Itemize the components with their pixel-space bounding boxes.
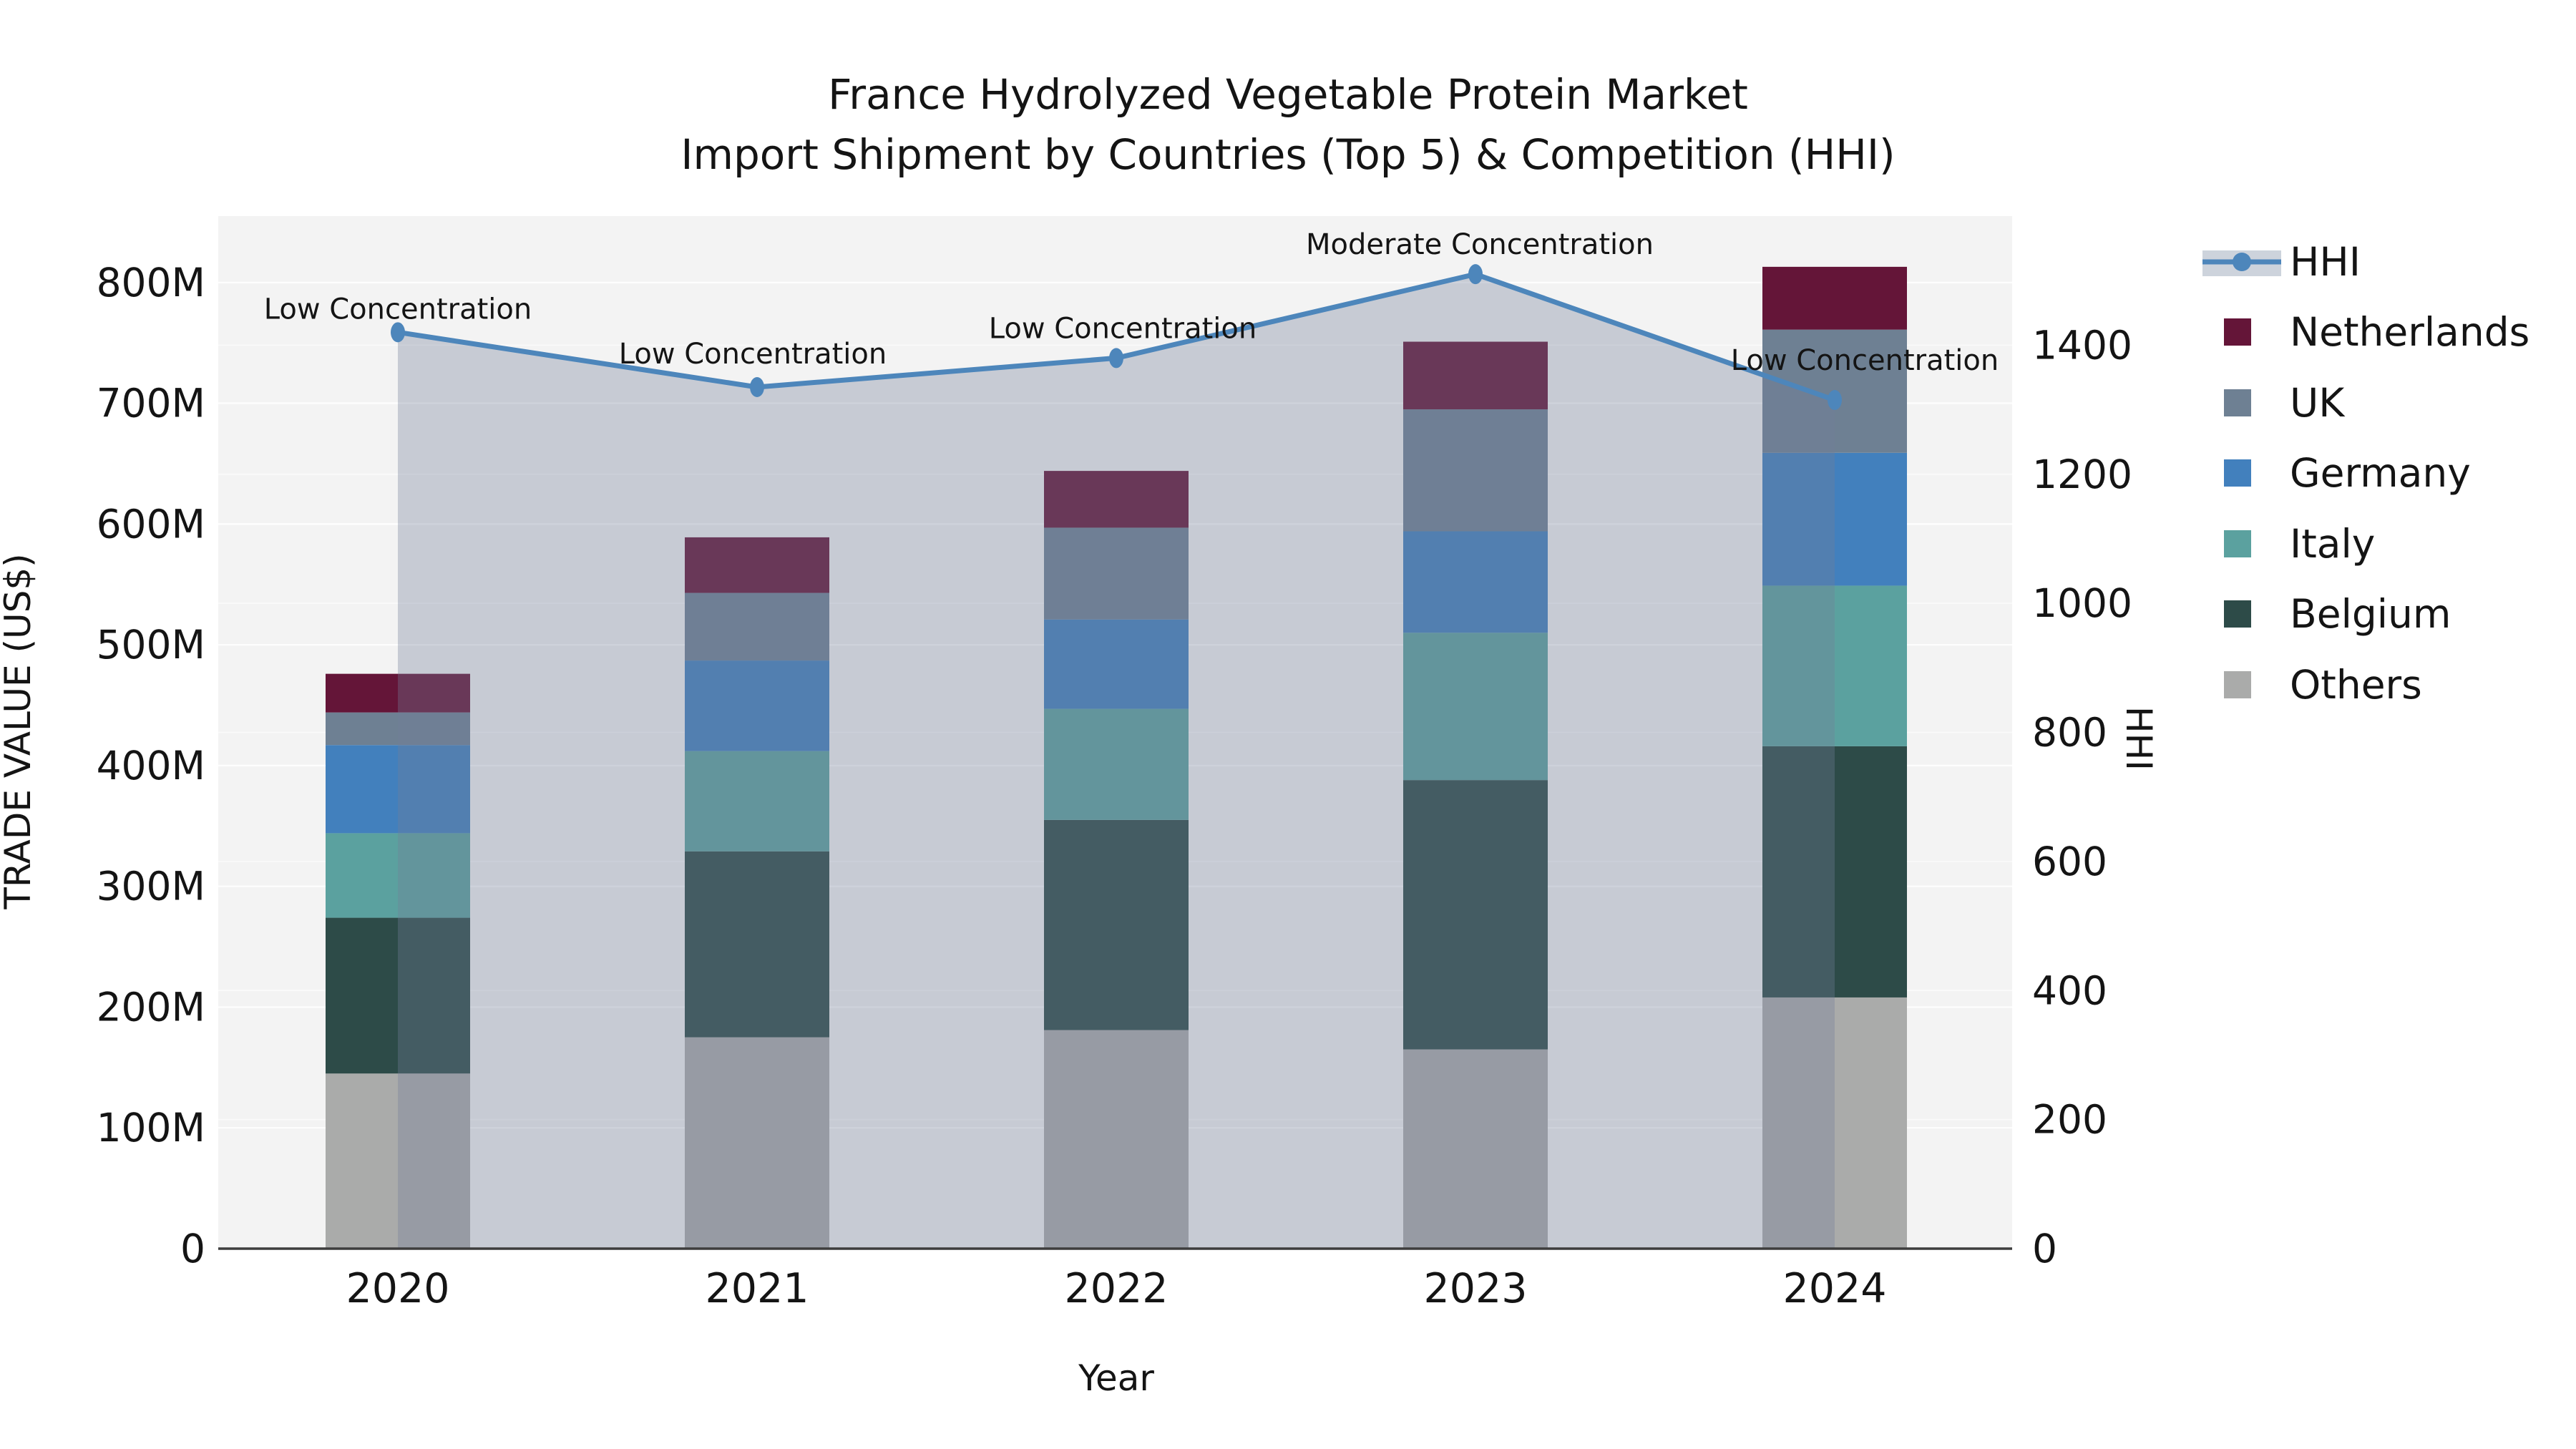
hhi-marker-2022 [1109, 348, 1123, 369]
legend-label-uk: UK [2290, 380, 2346, 426]
bar-segment-netherlands-2020 [326, 673, 470, 713]
bar-segment-italy-2020 [326, 833, 470, 918]
hhi-marker-2020 [391, 322, 405, 343]
right-axis-title: HHI [2118, 706, 2160, 771]
left-tick-400M: 400M [97, 743, 205, 789]
legend-label-others: Others [2290, 662, 2422, 708]
belgium-swatch [2224, 600, 2251, 628]
hhi-marker-2024 [1828, 390, 1842, 411]
italy-swatch [2224, 530, 2251, 557]
legend-item-hhi: HHI [2202, 239, 2361, 285]
x-tick-2020: 2020 [346, 1265, 449, 1312]
annotation-2024: Low Concentration [1731, 344, 1999, 377]
bar-segment-belgium-2024 [1762, 746, 1907, 997]
chart-title-line1: France Hydrolyzed Vegetable Protein Mark… [828, 70, 1748, 119]
left-tick-0: 0 [180, 1226, 205, 1272]
hhi-line-layer [391, 264, 1842, 411]
annotation-2020: Low Concentration [264, 293, 532, 326]
right-tick-600: 600 [2032, 839, 2107, 884]
left-axis-title: TRADE VALUE (US$) [0, 553, 39, 909]
left-tick-200M: 200M [97, 984, 205, 1030]
bar-segment-belgium-2022 [1044, 819, 1189, 1030]
bar-segment-italy-2021 [685, 751, 829, 852]
bar-segment-germany-2020 [326, 745, 470, 834]
right-tick-1200: 1200 [2032, 452, 2132, 497]
x-tick-2022: 2022 [1064, 1265, 1168, 1312]
left-tick-600M: 600M [97, 501, 205, 547]
bar-segment-others-2023 [1403, 1049, 1548, 1249]
left-tick-500M: 500M [97, 622, 205, 668]
bar-segment-germany-2022 [1044, 619, 1189, 709]
bar-segment-netherlands-2021 [685, 537, 829, 593]
x-tick-2023: 2023 [1423, 1265, 1527, 1312]
annotations-layer: Low Concentration Low Concentration Low Co… [264, 228, 1999, 377]
annotation-2023: Moderate Concentration [1306, 228, 1654, 261]
bar-segment-others-2022 [1044, 1030, 1189, 1249]
legend-item-belgium: Belgium [2224, 591, 2451, 637]
x-tick-2021: 2021 [705, 1265, 809, 1312]
legend-label-germany: Germany [2290, 450, 2471, 496]
bar-segment-uk-2022 [1044, 527, 1189, 620]
hhi-area-layer [398, 274, 1835, 1249]
legend-item-germany: Germany [2224, 450, 2471, 496]
bar-segment-uk-2020 [326, 712, 470, 746]
legend-item-uk: UK [2224, 380, 2346, 426]
bar-segment-germany-2023 [1403, 531, 1548, 633]
legend-item-others: Others [2224, 662, 2422, 708]
hhi-marker-swatch [2233, 253, 2251, 271]
germany-swatch [2224, 459, 2251, 487]
tick-labels-layer: 0 100M 200M 300M 400M 500M 600M 700M 800M 0 200 400… [97, 260, 2132, 1312]
hhi-marker-2021 [750, 376, 764, 397]
bar-segment-italy-2022 [1044, 708, 1189, 820]
left-tick-100M: 100M [97, 1105, 205, 1151]
right-tick-1000: 1000 [2032, 580, 2132, 626]
right-tick-1400: 1400 [2032, 322, 2132, 368]
x-axis-title: Year [1078, 1357, 1154, 1399]
legend-item-italy: Italy [2224, 521, 2375, 567]
bar-segment-others-2024 [1762, 997, 1907, 1249]
netherlands-swatch [2224, 318, 2251, 346]
bar-segment-netherlands-2023 [1403, 341, 1548, 410]
right-tick-400: 400 [2032, 967, 2107, 1013]
x-tick-2024: 2024 [1782, 1265, 1886, 1312]
hhi-marker-2023 [1468, 264, 1483, 285]
bars-layer [326, 266, 1907, 1249]
others-swatch [2224, 671, 2251, 698]
left-tick-700M: 700M [97, 381, 205, 426]
annotation-2022: Low Concentration [989, 312, 1257, 345]
bar-segment-others-2021 [685, 1037, 829, 1249]
legend: HHI Netherlands UK Germany Italy Belgium [2202, 239, 2529, 708]
bar-segment-germany-2024 [1762, 452, 1907, 586]
right-tick-0: 0 [2032, 1226, 2057, 1272]
chart-title-line2: Import Shipment by Countries (Top 5) & C… [680, 130, 1895, 179]
bar-segment-netherlands-2022 [1044, 471, 1189, 528]
bar-segment-germany-2021 [685, 660, 829, 751]
legend-label-netherlands: Netherlands [2290, 309, 2529, 355]
left-tick-800M: 800M [97, 260, 205, 306]
bar-segment-belgium-2020 [326, 917, 470, 1074]
bar-segment-uk-2023 [1403, 409, 1548, 532]
right-tick-800: 800 [2032, 710, 2107, 756]
bar-segment-others-2020 [326, 1073, 470, 1249]
bar-segment-italy-2024 [1762, 585, 1907, 746]
annotation-2021: Low Concentration [619, 338, 887, 371]
legend-label-hhi: HHI [2290, 239, 2361, 285]
right-tick-200: 200 [2032, 1097, 2107, 1143]
bar-segment-belgium-2021 [685, 851, 829, 1038]
bar-segment-uk-2021 [685, 592, 829, 661]
bar-segment-netherlands-2024 [1762, 266, 1907, 330]
legend-item-netherlands: Netherlands [2224, 309, 2529, 355]
bar-segment-italy-2023 [1403, 633, 1548, 781]
legend-label-belgium: Belgium [2290, 591, 2451, 637]
bar-segment-belgium-2023 [1403, 780, 1548, 1050]
uk-swatch [2224, 389, 2251, 416]
hhi-area-fill [398, 274, 1835, 1249]
legend-label-italy: Italy [2290, 521, 2375, 567]
left-tick-300M: 300M [97, 864, 205, 909]
